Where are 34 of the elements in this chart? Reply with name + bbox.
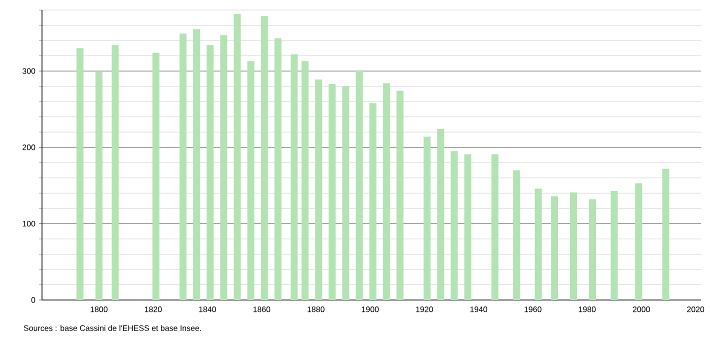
bar (534, 188, 542, 300)
bar (424, 136, 431, 300)
bar (635, 183, 642, 300)
bar (610, 190, 618, 300)
bar (152, 52, 160, 300)
bar (342, 86, 350, 300)
bar (95, 72, 102, 300)
bar (220, 35, 228, 300)
bar (589, 199, 596, 300)
bar (491, 154, 498, 300)
bar (356, 71, 363, 300)
bar (382, 83, 390, 300)
bar (513, 170, 520, 300)
bar (274, 38, 282, 300)
bar (247, 61, 254, 300)
bar (369, 103, 376, 300)
bar (570, 192, 578, 300)
bar (551, 196, 558, 300)
bar (76, 48, 84, 300)
bar (234, 14, 241, 300)
bar (464, 154, 472, 300)
bar (290, 54, 298, 300)
bar (260, 16, 268, 300)
bar (662, 168, 670, 300)
bar (315, 79, 322, 300)
bar (206, 45, 214, 300)
bar (112, 45, 119, 300)
bar (180, 34, 187, 300)
bar (437, 129, 444, 300)
bar (193, 29, 200, 300)
bar (450, 151, 458, 300)
bar (302, 61, 309, 300)
bar (396, 90, 404, 300)
bar (328, 84, 336, 300)
